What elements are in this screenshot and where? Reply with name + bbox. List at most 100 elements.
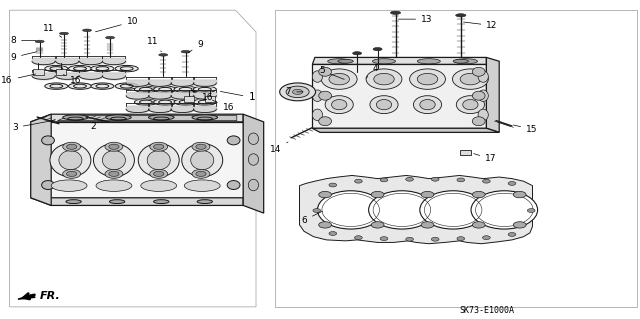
Ellipse shape	[472, 67, 485, 76]
Ellipse shape	[478, 71, 488, 82]
Ellipse shape	[338, 59, 353, 63]
Ellipse shape	[248, 179, 259, 191]
Ellipse shape	[312, 71, 323, 82]
Ellipse shape	[317, 191, 384, 229]
Ellipse shape	[420, 100, 435, 110]
Circle shape	[150, 169, 168, 178]
Ellipse shape	[312, 109, 323, 121]
Ellipse shape	[106, 115, 131, 120]
Polygon shape	[31, 114, 243, 122]
Text: 17: 17	[474, 154, 497, 163]
Ellipse shape	[181, 50, 190, 53]
Ellipse shape	[413, 96, 442, 114]
Ellipse shape	[463, 100, 478, 110]
Text: 11: 11	[147, 37, 161, 52]
Ellipse shape	[154, 86, 177, 93]
Ellipse shape	[248, 154, 259, 165]
Ellipse shape	[134, 99, 157, 105]
Ellipse shape	[410, 69, 445, 89]
Polygon shape	[312, 57, 486, 64]
Ellipse shape	[174, 86, 197, 93]
Ellipse shape	[328, 59, 351, 64]
Ellipse shape	[148, 115, 174, 120]
Ellipse shape	[319, 117, 332, 126]
Text: 10: 10	[95, 17, 138, 32]
Circle shape	[508, 182, 516, 185]
Circle shape	[63, 142, 81, 151]
Ellipse shape	[147, 151, 170, 170]
Circle shape	[483, 179, 490, 183]
Ellipse shape	[452, 69, 488, 89]
Text: 9: 9	[188, 40, 203, 53]
Ellipse shape	[374, 73, 394, 85]
Polygon shape	[31, 122, 243, 198]
Text: 7: 7	[285, 87, 303, 96]
Circle shape	[63, 169, 81, 178]
Text: 11: 11	[43, 24, 61, 37]
Ellipse shape	[102, 151, 125, 170]
Circle shape	[355, 179, 362, 183]
Ellipse shape	[68, 83, 92, 89]
Ellipse shape	[454, 59, 477, 64]
Polygon shape	[300, 175, 532, 244]
Circle shape	[154, 144, 164, 149]
Ellipse shape	[184, 180, 220, 191]
Ellipse shape	[369, 191, 435, 229]
Circle shape	[527, 209, 535, 212]
Text: FR.: FR.	[40, 291, 60, 301]
Circle shape	[192, 142, 210, 151]
Circle shape	[371, 191, 384, 198]
Polygon shape	[486, 57, 499, 132]
Ellipse shape	[63, 115, 88, 120]
Ellipse shape	[42, 181, 54, 189]
Circle shape	[483, 236, 490, 240]
Ellipse shape	[319, 67, 332, 76]
Ellipse shape	[248, 133, 259, 145]
Ellipse shape	[35, 40, 44, 43]
Ellipse shape	[66, 200, 81, 204]
Ellipse shape	[96, 180, 132, 191]
Ellipse shape	[373, 48, 382, 51]
Text: 16: 16	[1, 74, 36, 85]
Circle shape	[472, 191, 485, 198]
Text: 12: 12	[463, 21, 498, 30]
Ellipse shape	[60, 32, 68, 35]
Circle shape	[329, 232, 337, 235]
Ellipse shape	[106, 36, 115, 39]
Text: 9: 9	[10, 52, 37, 62]
Circle shape	[319, 222, 332, 228]
Ellipse shape	[83, 29, 92, 32]
Ellipse shape	[191, 151, 214, 170]
Ellipse shape	[353, 52, 362, 55]
Circle shape	[457, 178, 465, 182]
Text: 4: 4	[366, 64, 378, 78]
Circle shape	[513, 191, 526, 198]
Ellipse shape	[472, 91, 485, 100]
Circle shape	[421, 222, 434, 228]
Ellipse shape	[471, 191, 538, 229]
Text: 15: 15	[513, 125, 538, 134]
Ellipse shape	[478, 109, 488, 121]
Ellipse shape	[91, 83, 114, 89]
Circle shape	[109, 171, 119, 176]
Ellipse shape	[50, 144, 91, 177]
Text: 16: 16	[191, 90, 213, 102]
Polygon shape	[31, 114, 51, 205]
Circle shape	[196, 144, 206, 149]
Circle shape	[67, 171, 77, 176]
Ellipse shape	[68, 65, 92, 72]
Text: 2: 2	[90, 120, 103, 130]
Ellipse shape	[417, 73, 438, 85]
Circle shape	[457, 237, 465, 241]
Ellipse shape	[197, 200, 212, 204]
Circle shape	[109, 144, 119, 149]
Circle shape	[150, 142, 168, 151]
Ellipse shape	[325, 96, 353, 114]
Circle shape	[421, 191, 434, 198]
Ellipse shape	[193, 99, 216, 105]
Polygon shape	[243, 114, 264, 213]
Circle shape	[286, 86, 309, 98]
Ellipse shape	[192, 115, 218, 120]
Ellipse shape	[460, 73, 481, 85]
Polygon shape	[184, 96, 194, 102]
